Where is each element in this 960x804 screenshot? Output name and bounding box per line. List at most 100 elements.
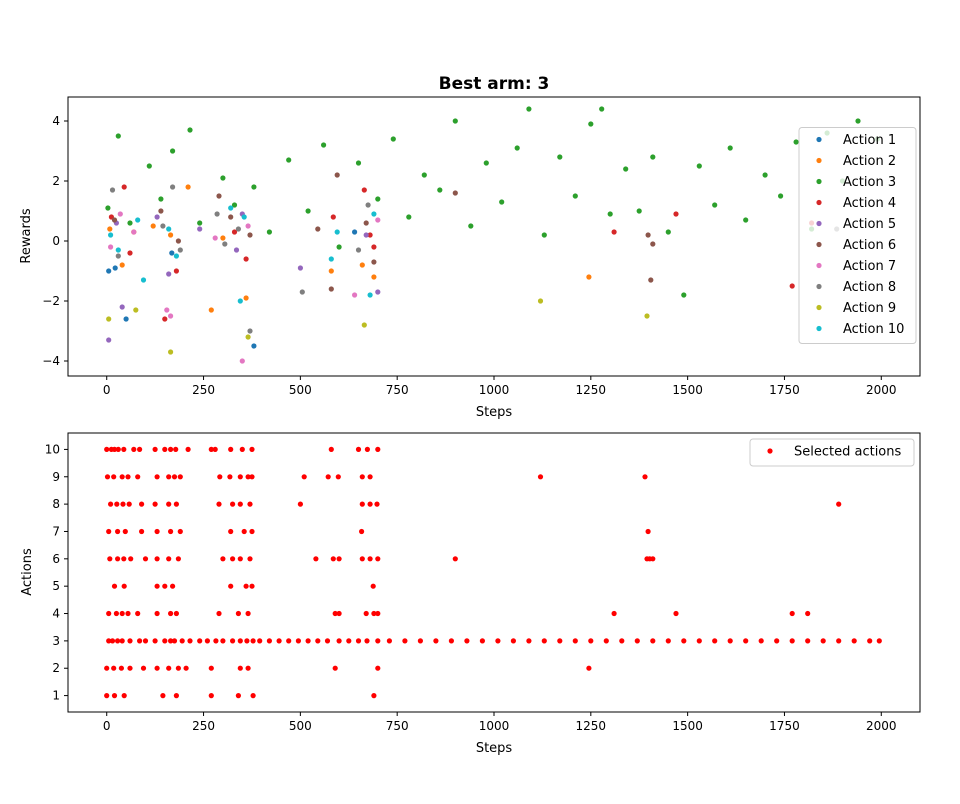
data-point (371, 274, 377, 280)
x-tick-label: 1250 (576, 719, 607, 733)
data-point (135, 610, 141, 617)
data-point (286, 638, 292, 644)
y-tick-label: 3 (52, 634, 60, 648)
data-point (363, 220, 369, 226)
data-point (125, 474, 131, 480)
data-point (122, 528, 128, 535)
data-point (173, 501, 179, 507)
data-point (137, 446, 143, 452)
data-point (118, 665, 124, 671)
data-point (228, 528, 234, 535)
legend-marker (816, 199, 822, 206)
data-point (111, 583, 118, 589)
data-point (120, 501, 126, 507)
data-point (162, 446, 168, 452)
data-point (371, 259, 377, 265)
data-point (448, 638, 454, 644)
data-point (106, 316, 112, 322)
data-point (266, 229, 272, 235)
data-point (352, 292, 358, 298)
data-point (495, 638, 501, 644)
data-point (208, 665, 214, 671)
data-point (359, 262, 365, 268)
data-point (197, 220, 203, 226)
rewards-x-label: Steps (476, 405, 513, 420)
data-point (758, 638, 764, 644)
data-point (537, 474, 544, 480)
data-point (375, 556, 381, 562)
data-point (249, 474, 255, 480)
data-point (364, 446, 370, 452)
legend-label: Action 9 (843, 301, 896, 316)
data-point (417, 638, 423, 644)
data-point (245, 665, 251, 671)
legend-marker (816, 157, 822, 164)
data-point (297, 501, 303, 507)
data-point (166, 556, 172, 562)
rewards-axes: 0 250 500 750 1000 1250 1500 1750 2000 −4 −2 0 2 4 Act… (42, 96, 921, 397)
data-point (115, 253, 121, 259)
y-tick-label: −4 (42, 354, 60, 368)
data-point (355, 446, 362, 452)
data-point (162, 638, 168, 644)
y-tick-label: 8 (52, 497, 60, 511)
legend-marker (816, 262, 822, 269)
data-point (168, 610, 174, 617)
data-point (208, 446, 214, 452)
x-tick-label: 1250 (576, 383, 607, 397)
data-point (106, 268, 112, 274)
legend-marker (816, 136, 822, 143)
legend-label: Action 3 (843, 175, 896, 190)
data-point (173, 268, 179, 274)
data-point (245, 223, 251, 229)
series-1 (106, 229, 358, 349)
legend-box (798, 127, 917, 344)
x-tick-label: 2000 (866, 383, 897, 397)
series-2 (107, 184, 592, 313)
data-point (166, 226, 172, 232)
data-point (175, 556, 181, 562)
data-point (541, 232, 547, 238)
data-point (452, 118, 458, 124)
data-point (586, 665, 592, 671)
data-point (712, 202, 718, 208)
data-point (177, 528, 183, 535)
data-point (526, 106, 532, 112)
data-point (241, 528, 247, 535)
data-point (599, 106, 605, 112)
y-tick-label: 4 (52, 607, 60, 621)
data-point (128, 556, 134, 562)
x-tick-label: 2000 (866, 719, 897, 733)
data-point (168, 446, 174, 452)
data-point (243, 256, 249, 262)
data-point (328, 268, 334, 274)
data-point (106, 528, 112, 535)
data-point (805, 638, 811, 644)
data-point (247, 232, 253, 238)
axes-frame (67, 432, 921, 713)
data-point (266, 638, 272, 644)
data-point (510, 638, 516, 644)
data-point (231, 202, 238, 208)
data-point (233, 247, 240, 253)
data-point (127, 638, 133, 644)
legend-label: Action 5 (843, 217, 896, 232)
data-point (257, 638, 263, 644)
data-point (183, 665, 189, 671)
data-point (696, 638, 702, 644)
actions-x-label: Steps (476, 741, 513, 756)
data-point (359, 556, 365, 562)
data-point (324, 638, 331, 644)
data-point (361, 322, 367, 328)
data-point (681, 638, 687, 644)
legend-marker (816, 220, 822, 227)
data-point (139, 528, 145, 535)
data-point (177, 474, 183, 480)
data-point (237, 474, 243, 480)
legend-label: Action 7 (843, 259, 896, 274)
data-point (123, 316, 129, 322)
y-tick-label: 6 (52, 552, 60, 566)
data-point (152, 638, 158, 644)
data-point (867, 638, 873, 644)
data-point (315, 638, 321, 644)
